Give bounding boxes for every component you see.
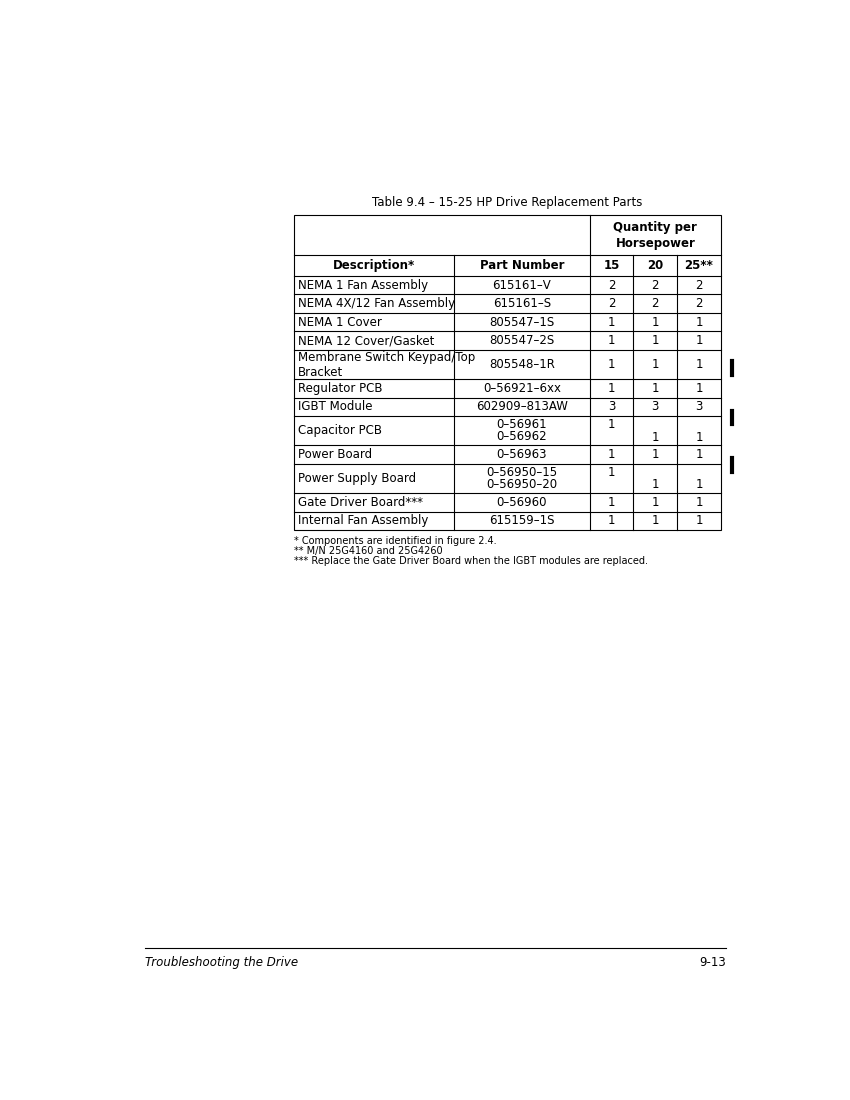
Text: 2: 2 bbox=[652, 297, 659, 310]
Text: 805547–1S: 805547–1S bbox=[490, 316, 554, 329]
Text: 805547–2S: 805547–2S bbox=[490, 334, 554, 348]
Text: 2: 2 bbox=[608, 278, 615, 292]
Text: 0–56962: 0–56962 bbox=[496, 430, 547, 443]
Text: 1: 1 bbox=[652, 382, 659, 395]
Text: 1: 1 bbox=[608, 418, 615, 431]
Text: 1: 1 bbox=[695, 334, 703, 348]
Text: 2: 2 bbox=[608, 297, 615, 310]
Text: 20: 20 bbox=[647, 260, 664, 272]
Text: 15: 15 bbox=[604, 260, 620, 272]
Text: 0–56960: 0–56960 bbox=[496, 496, 547, 509]
Text: 1: 1 bbox=[695, 358, 703, 371]
Text: 1: 1 bbox=[695, 316, 703, 329]
Text: 1: 1 bbox=[652, 358, 659, 371]
Text: Power Supply Board: Power Supply Board bbox=[298, 472, 416, 485]
Text: 1: 1 bbox=[695, 496, 703, 509]
Text: Power Board: Power Board bbox=[298, 448, 371, 461]
Text: 1: 1 bbox=[608, 515, 615, 527]
Text: 0–56961: 0–56961 bbox=[496, 418, 547, 431]
Text: NEMA 12 Cover/Gasket: NEMA 12 Cover/Gasket bbox=[298, 334, 434, 348]
Text: 1: 1 bbox=[652, 448, 659, 461]
Text: 1: 1 bbox=[652, 431, 659, 443]
Text: 3: 3 bbox=[652, 400, 659, 414]
Text: IGBT Module: IGBT Module bbox=[298, 400, 372, 414]
Text: 0–56950–15: 0–56950–15 bbox=[486, 466, 558, 480]
Text: 615159–1S: 615159–1S bbox=[489, 515, 554, 527]
Text: 1: 1 bbox=[695, 382, 703, 395]
Text: Capacitor PCB: Capacitor PCB bbox=[298, 425, 382, 438]
Text: 1: 1 bbox=[652, 316, 659, 329]
Text: 1: 1 bbox=[608, 358, 615, 371]
Text: 1: 1 bbox=[608, 382, 615, 395]
Text: 0–56950–20: 0–56950–20 bbox=[486, 477, 558, 491]
Text: NEMA 4X/12 Fan Assembly: NEMA 4X/12 Fan Assembly bbox=[298, 297, 455, 310]
Text: * Components are identified in figure 2.4.: * Components are identified in figure 2.… bbox=[294, 537, 496, 547]
Text: 615161–S: 615161–S bbox=[493, 297, 551, 310]
Text: 602909–813AW: 602909–813AW bbox=[476, 400, 568, 414]
Text: 9-13: 9-13 bbox=[700, 956, 726, 969]
Text: NEMA 1 Cover: NEMA 1 Cover bbox=[298, 316, 382, 329]
Text: 805548–1R: 805548–1R bbox=[489, 358, 555, 371]
Text: 0–56921–6xx: 0–56921–6xx bbox=[483, 382, 561, 395]
Text: Regulator PCB: Regulator PCB bbox=[298, 382, 382, 395]
Text: 615161–V: 615161–V bbox=[492, 278, 552, 292]
Text: Troubleshooting the Drive: Troubleshooting the Drive bbox=[145, 956, 298, 969]
Text: 2: 2 bbox=[695, 278, 703, 292]
Text: Gate Driver Board***: Gate Driver Board*** bbox=[298, 496, 422, 509]
Text: 1: 1 bbox=[695, 448, 703, 461]
Text: 1: 1 bbox=[608, 316, 615, 329]
Text: Table 9.4 – 15-25 HP Drive Replacement Parts: Table 9.4 – 15-25 HP Drive Replacement P… bbox=[372, 196, 643, 209]
Text: Quantity per
Horsepower: Quantity per Horsepower bbox=[614, 221, 697, 250]
Text: 1: 1 bbox=[695, 478, 703, 492]
Text: Internal Fan Assembly: Internal Fan Assembly bbox=[298, 515, 428, 527]
Text: Part Number: Part Number bbox=[479, 260, 564, 272]
Text: Membrane Switch Keypad/Top
Bracket: Membrane Switch Keypad/Top Bracket bbox=[298, 351, 475, 378]
Text: *** Replace the Gate Driver Board when the IGBT modules are replaced.: *** Replace the Gate Driver Board when t… bbox=[294, 557, 648, 566]
Text: 1: 1 bbox=[652, 496, 659, 509]
Text: 1: 1 bbox=[695, 431, 703, 443]
Text: 3: 3 bbox=[608, 400, 615, 414]
Bar bbox=[294, 216, 721, 530]
Text: 25**: 25** bbox=[684, 260, 713, 272]
Text: 1: 1 bbox=[608, 448, 615, 461]
Text: 1: 1 bbox=[695, 515, 703, 527]
Text: 1: 1 bbox=[608, 465, 615, 478]
Text: 1: 1 bbox=[608, 496, 615, 509]
Text: 1: 1 bbox=[652, 478, 659, 492]
Text: 1: 1 bbox=[608, 334, 615, 348]
Text: 1: 1 bbox=[652, 515, 659, 527]
Text: Description*: Description* bbox=[332, 260, 415, 272]
Text: 2: 2 bbox=[652, 278, 659, 292]
Text: NEMA 1 Fan Assembly: NEMA 1 Fan Assembly bbox=[298, 278, 428, 292]
Text: 0–56963: 0–56963 bbox=[496, 448, 547, 461]
Text: 3: 3 bbox=[695, 400, 703, 414]
Text: 2: 2 bbox=[695, 297, 703, 310]
Text: 1: 1 bbox=[652, 334, 659, 348]
Text: ** M/N 25G4160 and 25G4260: ** M/N 25G4160 and 25G4260 bbox=[294, 547, 442, 557]
